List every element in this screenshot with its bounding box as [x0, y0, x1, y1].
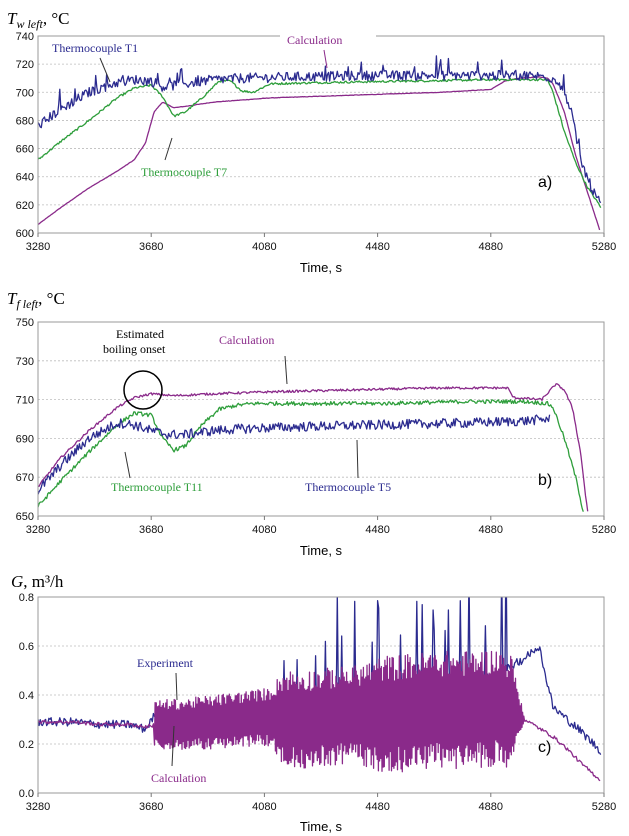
- series-line-calculation: [38, 650, 601, 782]
- panel-label: c): [538, 739, 551, 756]
- x-tick-label: 3280: [26, 241, 50, 253]
- y-axis-label: Tw left, °C: [7, 9, 69, 31]
- y-tick-label: 640: [16, 172, 34, 184]
- y-axis-label: G, m³/h: [11, 572, 64, 591]
- y-tick-label: 710: [16, 395, 34, 407]
- x-tick-label: 5280: [592, 801, 616, 813]
- x-axis-label: Time, s: [300, 543, 343, 558]
- annotation-thermocouple-t11: Thermocouple T11: [111, 480, 203, 494]
- leader-line: [284, 355, 288, 385]
- annotation-calculation: Calculation: [219, 333, 274, 347]
- x-tick-label: 4080: [252, 801, 276, 813]
- y-axis-label: Tf left, °C: [7, 289, 65, 311]
- y-tick-label: 730: [16, 356, 34, 368]
- series-line-thermocouple-t1: [38, 55, 602, 204]
- leader-line: [164, 137, 173, 161]
- annotation-experiment: Experiment: [137, 656, 194, 670]
- leader-line: [356, 439, 359, 479]
- y-tick-label: 750: [16, 317, 34, 329]
- y-tick-label: 720: [16, 59, 34, 71]
- plot-frame: [37, 35, 605, 234]
- x-tick-label: 4080: [252, 524, 276, 536]
- x-tick-label: 3680: [139, 801, 163, 813]
- series-line-calculation: [38, 76, 601, 231]
- y-tick-label: 620: [16, 200, 34, 212]
- y-tick-label: 0.4: [19, 690, 34, 702]
- y-tick-label: 680: [16, 115, 34, 127]
- y-tick-label: 660: [16, 144, 34, 156]
- y-tick-label: 0.8: [19, 592, 34, 604]
- label-background: [280, 30, 376, 48]
- y-tick-label: 0.2: [19, 739, 34, 751]
- x-axis-label: Time, s: [300, 260, 343, 275]
- panel-a: 600 620 640 660 680 700 720 740 3280 3680 4080 448…: [7, 9, 616, 275]
- x-tick-label: 4880: [479, 524, 503, 536]
- x-tick-label: 3280: [26, 524, 50, 536]
- y-tick-label: 650: [16, 511, 34, 523]
- x-tick-label: 5280: [592, 241, 616, 253]
- x-tick-label: 3680: [139, 241, 163, 253]
- y-tick-label: 690: [16, 433, 34, 445]
- series-line-thermocouple-t5: [38, 414, 551, 495]
- leader-line: [175, 672, 178, 701]
- annotation-calculation: Calculation: [287, 33, 342, 47]
- x-axis-label: Time, s: [300, 819, 343, 834]
- plot-frame: [37, 321, 605, 517]
- leader-line: [171, 725, 175, 767]
- x-tick-label: 3680: [139, 524, 163, 536]
- annotation-thermocouple-t5: Thermocouple T5: [305, 480, 391, 494]
- y-tick-label: 740: [16, 31, 34, 43]
- series-line-calculation: [38, 383, 589, 512]
- y-tick-label: 700: [16, 87, 34, 99]
- annotation-estimated: Estimated: [116, 327, 164, 341]
- series-line-thermocouple-t7: [38, 77, 602, 209]
- y-tick-label: 0.6: [19, 641, 34, 653]
- annotation-thermocouple-t1: Thermocouple T1: [52, 41, 138, 55]
- annotation-boiling-onset: boiling onset: [103, 342, 166, 356]
- plot-frame: [37, 596, 605, 794]
- annotation-calculation: Calculation: [151, 771, 206, 785]
- boiling-onset-marker: [123, 370, 163, 410]
- annotation-thermocouple-t7: Thermocouple T7: [141, 165, 227, 179]
- x-tick-label: 4480: [365, 241, 389, 253]
- leader-line: [124, 451, 131, 479]
- x-tick-label: 4480: [365, 801, 389, 813]
- y-tick-label: 670: [16, 472, 34, 484]
- x-tick-label: 4880: [479, 241, 503, 253]
- panel-label: b): [538, 472, 552, 489]
- x-tick-label: 4880: [479, 801, 503, 813]
- panel-label: a): [538, 174, 552, 191]
- series-line-thermocouple-t11: [38, 399, 584, 512]
- x-tick-label: 4080: [252, 241, 276, 253]
- y-tick-label: 600: [16, 228, 34, 240]
- x-tick-label: 5280: [592, 524, 616, 536]
- x-tick-label: 4480: [365, 524, 389, 536]
- panel-c: 0.0 0.2 0.4 0.6 0.8 3280 3680 4080 4480 4880 5280…: [11, 572, 616, 834]
- leader-line: [323, 49, 328, 69]
- y-tick-label: 0.0: [19, 788, 34, 800]
- panel-b: 650 670 690 710 730 750 3280 3680 4080 4480 4880 5…: [7, 289, 616, 558]
- x-tick-label: 3280: [26, 801, 50, 813]
- leader-line: [99, 57, 111, 83]
